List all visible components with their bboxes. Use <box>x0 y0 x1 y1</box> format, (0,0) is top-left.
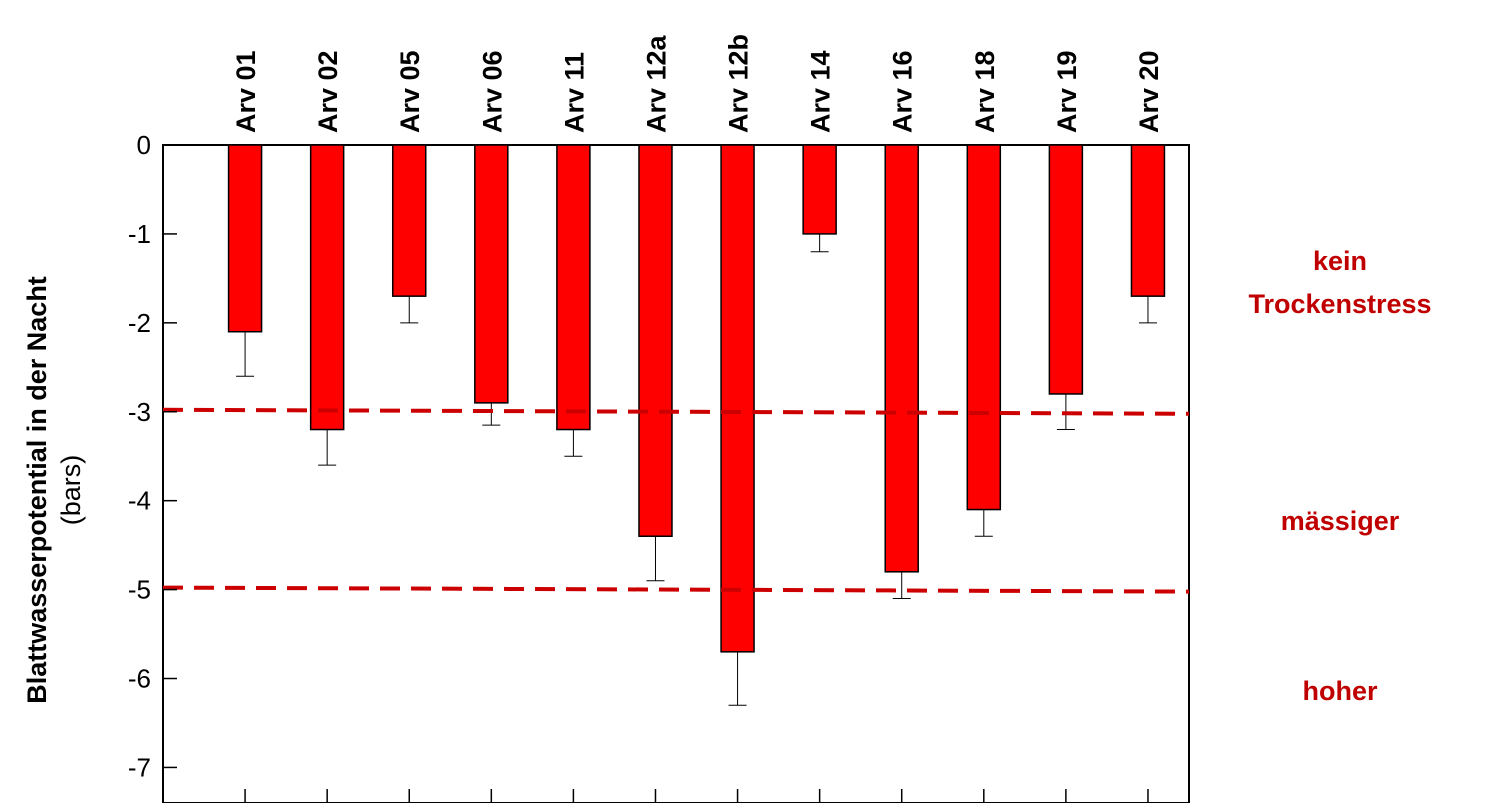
y-axis-unit: (bars) <box>56 455 86 526</box>
category-label: Arv 14 <box>806 50 836 133</box>
bars <box>227 144 1166 706</box>
bar <box>802 144 837 235</box>
bar-group <box>556 144 591 457</box>
zone-label: Trockenstress <box>1248 289 1431 319</box>
bar <box>556 144 591 431</box>
bar-group <box>391 144 427 324</box>
y-tick-label: -4 <box>128 486 151 516</box>
bar <box>309 144 345 431</box>
bar-group <box>638 144 673 582</box>
category-label: Arv 11 <box>559 52 589 133</box>
category-label: Arv 12a <box>641 34 671 133</box>
bar <box>1130 144 1166 297</box>
bar <box>638 144 673 537</box>
zone-label: kein <box>1313 246 1367 276</box>
y-axis-unit-label: (bars) <box>56 455 86 526</box>
y-tick-label: -5 <box>128 575 151 605</box>
bar <box>720 144 755 653</box>
y-tick-label: -7 <box>128 752 151 782</box>
bar-group <box>474 144 509 426</box>
bar <box>884 144 919 573</box>
threshold-line <box>162 407 1190 416</box>
bar-group <box>1048 144 1084 431</box>
bar-group <box>884 144 919 599</box>
bar <box>391 144 427 297</box>
y-axis: 0 -1 -2 -3 -4 -5 -6 -7 <box>128 130 177 782</box>
threshold-line <box>162 585 1190 594</box>
zone-label: mässiger <box>1281 506 1400 536</box>
plot-frame <box>162 144 1190 803</box>
y-tick-label: -1 <box>128 219 151 249</box>
plot-area <box>162 144 1190 803</box>
category-label: Arv 20 <box>1134 50 1164 133</box>
y-axis-label: Blattwasserpotential in der Nacht <box>22 276 52 704</box>
x-axis: Arv 01 Arv 02 Arv 05 Arv 06 Arv 11 Arv 12a Arv… <box>231 34 1164 803</box>
bar-group <box>802 144 837 253</box>
y-axis-title: Blattwasserpotential in der Nacht <box>22 276 52 704</box>
category-label: Arv 16 <box>888 50 918 133</box>
bar <box>966 144 1002 511</box>
bar-group <box>227 144 263 377</box>
y-tick-label: -3 <box>128 397 151 427</box>
zone-label: hoher <box>1302 676 1377 706</box>
y-tick-label: -2 <box>128 308 151 338</box>
category-label: Arv 06 <box>477 50 507 133</box>
bar-group <box>1130 144 1166 324</box>
category-label: Arv 19 <box>1052 50 1082 133</box>
bar <box>227 144 263 333</box>
bar-group <box>720 144 755 706</box>
category-label: Arv 18 <box>970 50 1000 133</box>
bar-group <box>966 144 1002 537</box>
bar <box>1048 144 1084 395</box>
zone-labels: kein Trockenstress mässiger hoher <box>1248 246 1431 706</box>
bar-group <box>309 144 345 466</box>
bar <box>474 144 509 404</box>
y-tick-label: -6 <box>128 664 151 694</box>
category-label: Arv 02 <box>313 50 343 133</box>
threshold-lines <box>162 407 1190 594</box>
category-label: Arv 12b <box>724 34 754 133</box>
category-label: Arv 05 <box>395 50 425 133</box>
category-label: Arv 01 <box>231 50 261 133</box>
y-tick-label: 0 <box>137 130 151 160</box>
